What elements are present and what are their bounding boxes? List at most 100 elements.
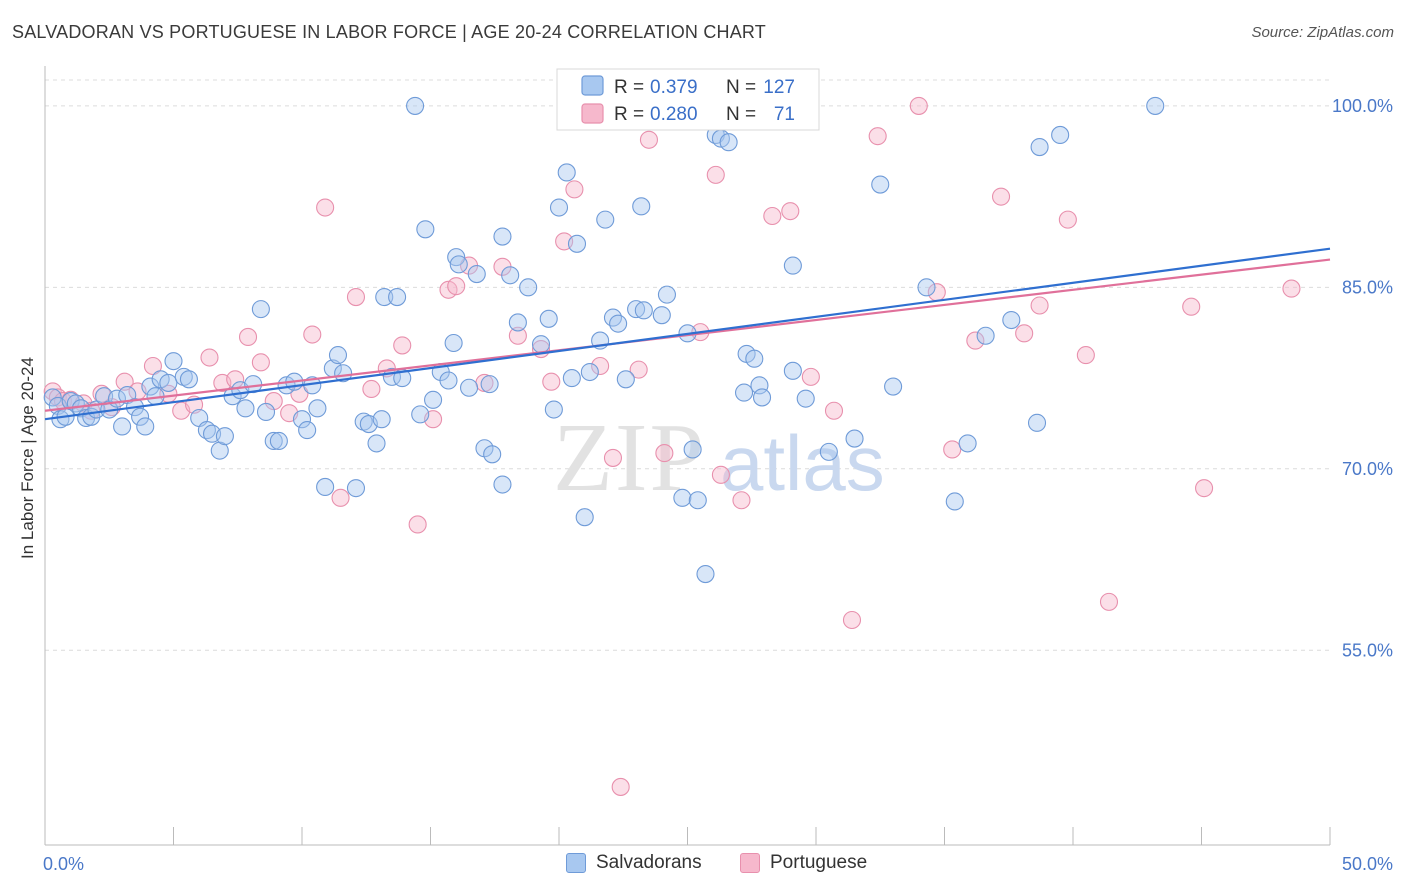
salvadoran-point	[1051, 125, 1070, 144]
salvadoran-point	[683, 440, 702, 459]
portuguese-point	[781, 202, 800, 221]
salvadoran-point	[976, 326, 995, 345]
salvadoran-point	[406, 96, 425, 115]
legend-n-value-2: 71	[774, 104, 795, 125]
y-tick-label: 70.0%	[1342, 459, 1393, 479]
salvadoran-point	[673, 488, 692, 507]
salvadoran-point	[493, 227, 512, 246]
chart-title: SALVADORAN VS PORTUGUESE IN LABOR FORCE …	[12, 22, 766, 42]
salvadoran-point	[544, 400, 563, 419]
salvadoran-point	[316, 477, 335, 497]
salvadoran-point	[632, 197, 651, 216]
legend-item-portuguese[interactable]: Portuguese	[740, 852, 867, 874]
salvadoran-point	[1030, 137, 1049, 157]
salvadoran-point	[179, 370, 198, 389]
y-tick-label: 55.0%	[1342, 640, 1393, 660]
salvadoran-point	[871, 175, 890, 194]
legend-r-value-2: 0.280	[650, 104, 698, 125]
portuguese-point	[143, 356, 162, 376]
portuguese-point	[1030, 296, 1049, 315]
salvadoran-point	[719, 133, 738, 152]
salvadoran-point	[447, 248, 466, 267]
watermark-atlas: atlas	[720, 419, 885, 507]
portuguese-point	[763, 206, 782, 226]
salvadoran-point	[562, 369, 581, 388]
salvadoran-point	[603, 308, 623, 327]
salvadoran-point	[334, 364, 353, 383]
watermark-zip: ZIP	[553, 404, 706, 512]
portuguese-point	[868, 127, 887, 146]
salvadoran-point	[796, 389, 815, 408]
portuguese-point	[611, 777, 630, 796]
salvadoran-point	[752, 388, 772, 407]
salvadorans-swatch	[566, 853, 586, 873]
portuguese-point	[991, 187, 1011, 206]
salvadoran-point	[567, 234, 587, 253]
portuguese-point	[801, 367, 820, 386]
salvadoran-point	[634, 301, 653, 320]
portuguese-point	[1015, 324, 1034, 343]
portuguese-point	[362, 379, 381, 399]
salvadoran-point	[652, 306, 671, 325]
salvadoran-point	[367, 434, 386, 453]
salvadoran-point	[539, 309, 558, 328]
salvadoran-point	[596, 210, 615, 229]
salvadoran-point	[783, 361, 802, 380]
portuguese-point	[603, 448, 623, 467]
portuguese-point	[331, 488, 350, 507]
salvadoran-point	[1027, 413, 1047, 432]
salvadoran-point	[136, 417, 155, 436]
legend-n-label-2: N =	[726, 104, 756, 125]
portuguese-point	[200, 348, 219, 367]
portuguese-point	[1076, 346, 1095, 365]
salvadoran-point	[531, 335, 551, 354]
salvadoran-point	[411, 405, 430, 424]
portuguese-point	[591, 356, 610, 376]
salvadoran-point	[388, 287, 407, 307]
portuguese-point	[732, 491, 751, 510]
salvadoran-point	[215, 427, 234, 446]
portuguese-point	[565, 180, 584, 199]
y-axis-label: In Labor Force | Age 20-24	[18, 357, 37, 559]
salvadoran-point	[251, 300, 270, 319]
portuguese-point	[706, 165, 725, 184]
salvadoran-point	[444, 333, 463, 353]
portuguese-point	[251, 353, 270, 372]
legend-label-salvadorans: Salvadorans	[596, 852, 702, 873]
legend-swatch-salvadorans	[581, 75, 604, 96]
portuguese-point	[1182, 297, 1201, 316]
salvadoran-point	[688, 491, 707, 510]
salvadoran-point	[467, 265, 486, 284]
salvadoran-point	[657, 285, 676, 304]
legend-item-salvadorans[interactable]: Salvadorans	[566, 852, 702, 874]
portuguese-point	[909, 96, 928, 115]
legend-r-value-1: 0.379	[650, 77, 698, 98]
salvadoran-point	[616, 370, 635, 389]
portuguese-trend-line	[44, 258, 1331, 412]
salvadoran-point	[372, 410, 391, 429]
axes-layer	[44, 66, 1331, 846]
portuguese-point	[943, 440, 962, 459]
legend-r-label-2: R =	[614, 104, 644, 125]
source-note: Source: ZipAtlas.com	[1251, 24, 1394, 41]
portuguese-point	[824, 401, 844, 420]
salvadoran-point	[575, 508, 594, 527]
portuguese-point	[316, 198, 335, 217]
portuguese-point	[346, 287, 366, 307]
salvadoran-point	[236, 399, 255, 418]
portuguese-point	[1099, 592, 1119, 611]
portuguese-point	[508, 326, 527, 345]
salvadoran-point	[269, 431, 288, 451]
salvadoran-point	[459, 378, 479, 397]
salvadoran-point	[819, 442, 838, 461]
salvadoran-point	[783, 256, 802, 275]
legend-n-label-1: N =	[726, 77, 756, 98]
salvadoran-point	[328, 346, 348, 365]
salvadoran-point	[256, 402, 276, 422]
salvadoran-point	[197, 421, 216, 440]
portuguese-point	[303, 325, 322, 344]
salvadoran-point	[501, 266, 520, 285]
portuguese-point	[629, 360, 648, 379]
portuguese-point	[238, 327, 258, 347]
